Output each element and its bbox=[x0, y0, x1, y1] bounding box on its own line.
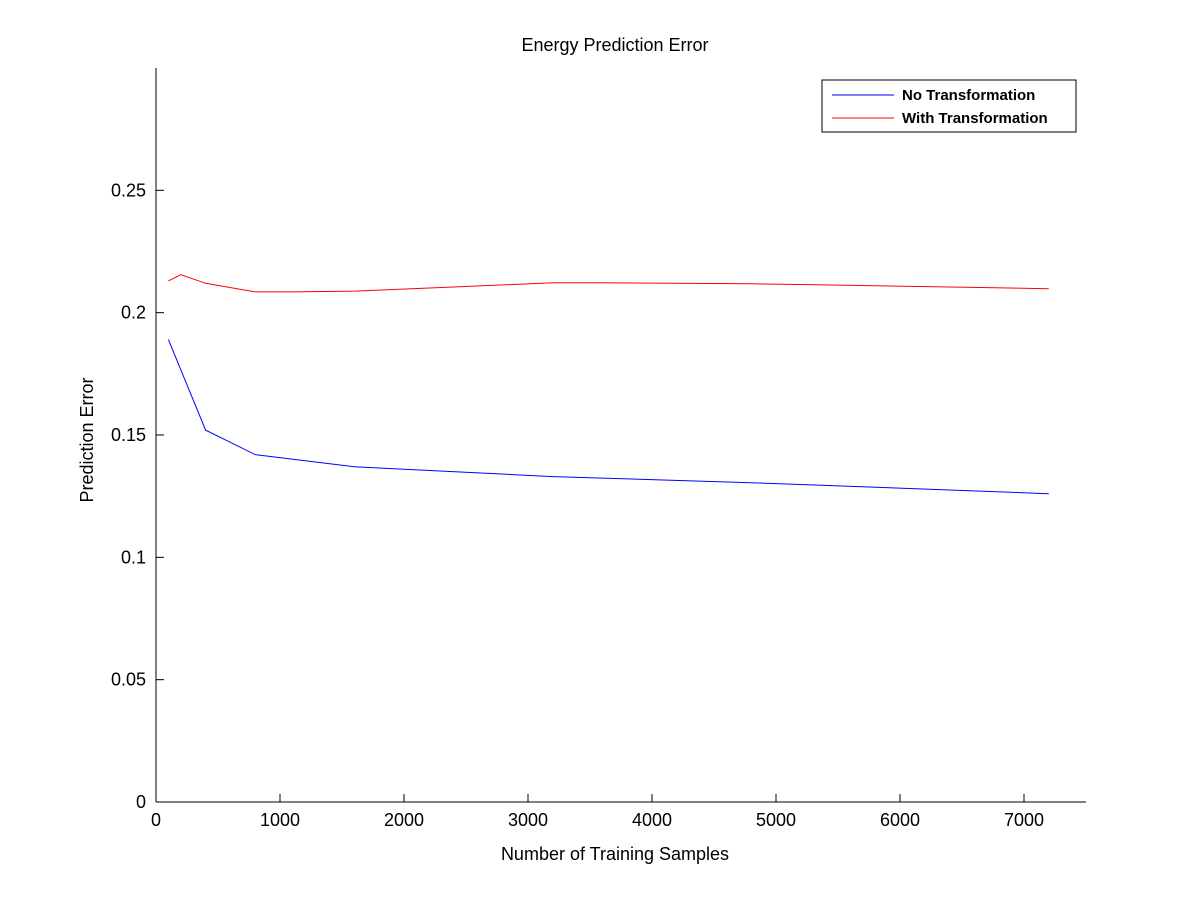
axes: 0 1000 2000 3000 4000 5000 6000 7000 0 0.05 0.1 0.1… bbox=[111, 68, 1086, 830]
x-tick-label: 7000 bbox=[1004, 810, 1044, 830]
x-tick-label: 2000 bbox=[384, 810, 424, 830]
chart-title: Energy Prediction Error bbox=[521, 35, 708, 55]
y-tick-label: 0.25 bbox=[111, 180, 146, 200]
x-tick-label: 5000 bbox=[756, 810, 796, 830]
y-tick-label: 0.05 bbox=[111, 670, 146, 690]
legend-label-no-transformation: No Transformation bbox=[902, 87, 1035, 104]
series-line-no-transformation bbox=[167, 339, 1049, 495]
series-line-with-transformation bbox=[168, 274, 1049, 293]
x-tick-label: 4000 bbox=[632, 810, 672, 830]
legend-box bbox=[821, 79, 1077, 133]
y-tick-label: 0.15 bbox=[111, 425, 146, 445]
series-layer bbox=[167, 274, 1049, 495]
legend-label-with-transformation: With Transformation bbox=[902, 110, 1048, 127]
y-tick-label: 0 bbox=[136, 792, 146, 812]
x-tick-label: 0 bbox=[151, 810, 161, 830]
x-axis-label: Number of Training Samples bbox=[501, 844, 729, 864]
x-tick-label: 1000 bbox=[260, 810, 300, 830]
x-tick-label: 6000 bbox=[880, 810, 920, 830]
y-tick-label: 0.1 bbox=[121, 547, 146, 567]
x-tick-label: 3000 bbox=[508, 810, 548, 830]
y-axis-label: Prediction Error bbox=[77, 377, 97, 502]
y-tick-label: 0.2 bbox=[121, 303, 146, 323]
legend: No Transformation With Transformation bbox=[821, 79, 1077, 133]
